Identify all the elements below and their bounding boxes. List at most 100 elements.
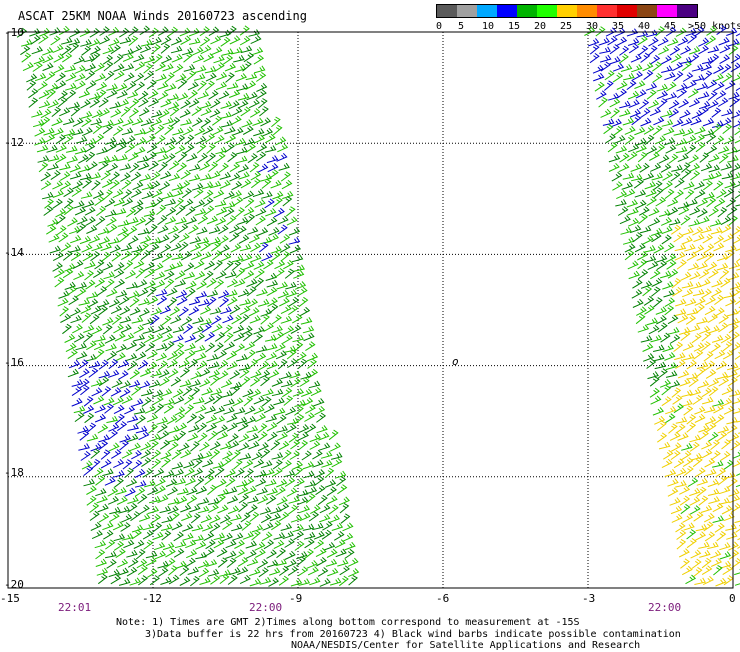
wind-barb <box>254 459 264 467</box>
wind-barb <box>719 543 730 550</box>
wind-barb <box>616 190 626 198</box>
wind-barb <box>664 243 674 252</box>
wind-barb <box>695 297 705 305</box>
wind-barb <box>618 207 627 216</box>
wind-barb <box>653 407 663 415</box>
wind-barb <box>680 496 689 505</box>
wind-barb <box>196 486 206 494</box>
wind-barb <box>114 198 124 206</box>
wind-barb <box>83 405 93 413</box>
wind-barb <box>731 63 740 72</box>
wind-barb <box>106 84 117 91</box>
wind-barb <box>172 128 183 135</box>
wind-barb <box>704 244 713 253</box>
wind-barb <box>108 27 118 35</box>
pass-time-right: 22:00 <box>648 601 681 614</box>
wind-barb <box>247 558 258 566</box>
wind-barb <box>245 198 254 207</box>
wind-barb <box>261 449 270 458</box>
wind-barb <box>132 525 143 532</box>
wind-barb <box>329 515 339 523</box>
wind-barb <box>220 307 231 314</box>
wind-barb <box>229 567 240 574</box>
wind-barb <box>699 550 710 557</box>
wind-barb <box>113 470 124 477</box>
wind-barb <box>239 364 250 371</box>
wind-barb <box>191 514 200 524</box>
wind-barb <box>220 180 230 188</box>
wind-barb <box>726 532 737 539</box>
wind-barb <box>731 441 740 450</box>
wind-barb <box>140 174 151 181</box>
wind-barb <box>232 181 242 190</box>
wind-barb <box>682 566 692 575</box>
wind-barb <box>95 260 104 269</box>
wind-barb <box>195 333 204 342</box>
wind-barb <box>332 458 342 467</box>
wind-barb <box>656 197 666 206</box>
wind-barb <box>193 326 203 334</box>
wind-barb <box>170 316 180 324</box>
wind-barb <box>101 171 110 180</box>
wind-barb <box>211 316 221 325</box>
wind-barb <box>336 477 345 486</box>
wind-barb <box>230 514 241 521</box>
wind-barb <box>189 174 200 181</box>
wind-barb <box>287 418 298 425</box>
wind-barb <box>278 359 287 369</box>
wind-barb <box>197 361 207 370</box>
wind-barb <box>695 134 705 143</box>
wind-barb <box>208 362 219 369</box>
wind-barb <box>190 237 201 244</box>
wind-barb <box>125 488 135 496</box>
wind-barb <box>107 289 117 297</box>
wind-barb <box>145 405 155 413</box>
wind-barb <box>216 153 225 162</box>
wind-barb <box>340 566 349 575</box>
wind-barb <box>632 279 641 288</box>
wind-barb <box>107 559 116 568</box>
wind-barb <box>730 173 740 180</box>
wind-barb <box>299 505 309 513</box>
wind-barb <box>196 291 207 298</box>
wind-barb <box>694 406 704 414</box>
wind-barb <box>647 146 657 154</box>
wind-barb <box>123 540 133 548</box>
wind-barb <box>258 432 267 441</box>
wind-barb <box>632 290 642 299</box>
wind-barb <box>247 426 258 433</box>
wind-barb <box>255 200 265 208</box>
wind-barb <box>113 118 123 126</box>
wind-barb <box>99 98 108 107</box>
wind-barb <box>695 304 704 313</box>
wind-barb <box>704 513 714 522</box>
wind-barb <box>683 73 692 82</box>
wind-barb <box>112 380 122 388</box>
wind-barb <box>114 71 124 80</box>
wind-barb <box>162 516 173 523</box>
wind-barb <box>285 551 295 559</box>
wind-barb <box>168 226 178 234</box>
wind-barb <box>277 153 287 161</box>
wind-barb <box>120 381 130 389</box>
wind-barb <box>122 450 132 458</box>
wind-barb <box>115 353 125 361</box>
wind-barb <box>687 252 697 261</box>
wind-barb <box>148 224 157 234</box>
wind-barb <box>177 296 187 305</box>
wind-barb <box>320 505 330 513</box>
wind-barb <box>221 391 232 398</box>
wind-barb <box>649 152 659 161</box>
wind-barb <box>116 549 125 558</box>
wind-barb <box>675 309 686 316</box>
wind-barb <box>113 397 123 405</box>
wind-barb <box>636 314 645 324</box>
wind-barb <box>217 350 226 359</box>
wind-barb <box>722 440 731 450</box>
wind-barb <box>288 566 297 575</box>
wind-barb <box>140 26 150 35</box>
wind-barb <box>21 39 32 46</box>
wind-barb <box>136 352 146 360</box>
wind-barb <box>687 415 696 425</box>
wind-barb <box>130 99 139 109</box>
